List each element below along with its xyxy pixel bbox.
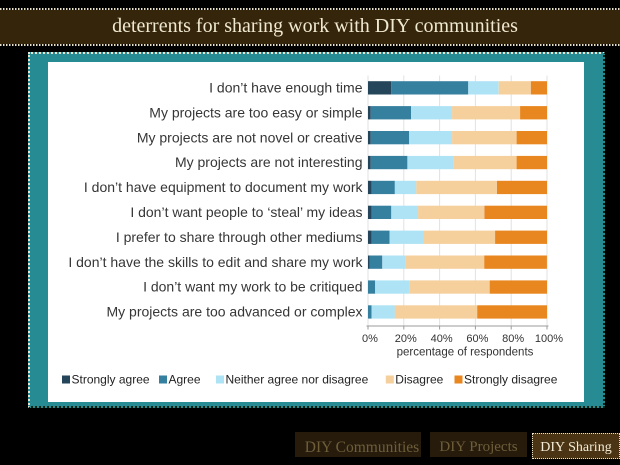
- svg-text:I don’t want people to ‘steal’: I don’t want people to ‘steal’ my ideas: [130, 204, 362, 220]
- svg-text:percentage of respondents: percentage of respondents: [397, 347, 534, 359]
- svg-text:My projects are too advanced o: My projects are too advanced or complex: [106, 304, 362, 320]
- svg-text:My projects are too easy or si: My projects are too easy or simple: [149, 104, 362, 120]
- svg-text:20%: 20%: [395, 333, 417, 345]
- svg-text:Strongly disagree: Strongly disagree: [464, 373, 558, 387]
- svg-text:My projects are not interestin: My projects are not interesting: [175, 154, 363, 170]
- svg-text:0%: 0%: [362, 333, 378, 345]
- svg-text:40%: 40%: [431, 333, 453, 345]
- svg-text:Agree: Agree: [169, 373, 201, 387]
- svg-text:100%: 100%: [535, 333, 563, 345]
- svg-text:60%: 60%: [466, 333, 488, 345]
- svg-text:I prefer to share through othe: I prefer to share through other mediums: [116, 229, 363, 245]
- svg-text:I don’t have enough time: I don’t have enough time: [209, 80, 363, 96]
- svg-text:80%: 80%: [502, 333, 524, 345]
- svg-text:I don’t want my work to be cri: I don’t want my work to be critiqued: [143, 279, 362, 295]
- svg-text:Strongly agree: Strongly agree: [72, 373, 150, 387]
- svg-text:Disagree: Disagree: [395, 373, 443, 387]
- svg-text:Neither agree nor disagree: Neither agree nor disagree: [226, 373, 369, 387]
- svg-text:My projects are not novel or c: My projects are not novel or creative: [137, 129, 363, 145]
- svg-text:I don’t have the skills to edi: I don’t have the skills to edit and shar…: [68, 254, 363, 270]
- svg-text:I don’t have equipment to docu: I don’t have equipment to document my wo…: [84, 179, 364, 195]
